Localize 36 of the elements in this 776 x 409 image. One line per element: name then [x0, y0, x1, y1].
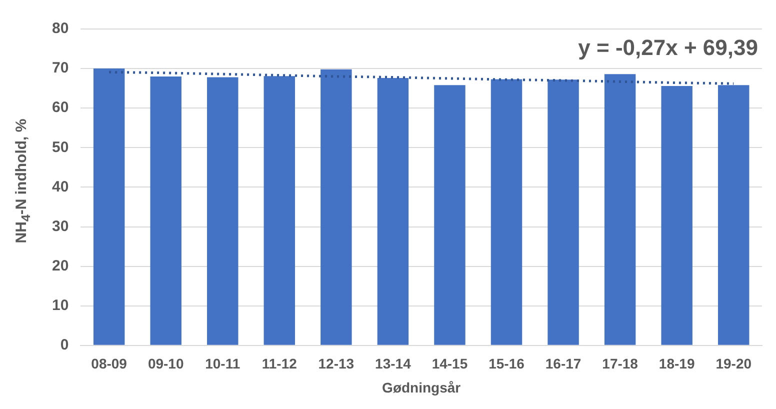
y-tick-label: 0	[60, 336, 69, 354]
y-tick-label: 80	[52, 20, 69, 38]
x-tick-label: 18-19	[658, 356, 695, 372]
y-tick-label: 10	[52, 296, 69, 314]
x-tick-label: 19-20	[716, 356, 752, 372]
y-tick-label: 20	[52, 257, 69, 274]
x-tick-label: 09-10	[148, 356, 184, 372]
x-tick-label: 11-12	[262, 356, 298, 372]
bar	[207, 77, 238, 345]
y-tick-label: 60	[52, 99, 69, 116]
y-tick-label: 50	[52, 138, 69, 156]
x-tick-label: 12-13	[318, 356, 354, 372]
bar	[93, 68, 125, 345]
bar	[150, 76, 182, 345]
bar	[718, 85, 750, 345]
x-tick-label: 13-14	[375, 356, 412, 372]
x-tick-label: 16-17	[545, 356, 582, 372]
line-series	[108, 70, 735, 85]
bar	[661, 86, 692, 345]
y-tick-label: 70	[52, 60, 69, 77]
bar	[434, 85, 466, 345]
annotation: y = -0,27x + 69,39	[578, 35, 758, 60]
bar	[548, 80, 579, 345]
bar	[264, 76, 296, 345]
bar	[320, 69, 352, 345]
bar	[604, 74, 636, 345]
bar	[490, 79, 522, 345]
x-tick-label: 14-15	[432, 356, 468, 372]
x-tick-label: 08-09	[91, 356, 128, 372]
x-tick-label: 15-16	[488, 356, 525, 372]
y-tick-label: 30	[52, 218, 69, 235]
bar	[377, 78, 409, 345]
x-axis-title: Gødningsår	[382, 379, 462, 396]
x-tick-label: 17-18	[602, 356, 638, 372]
y-tick-label: 40	[52, 178, 69, 196]
x-tick-label: 10-11	[205, 356, 240, 372]
